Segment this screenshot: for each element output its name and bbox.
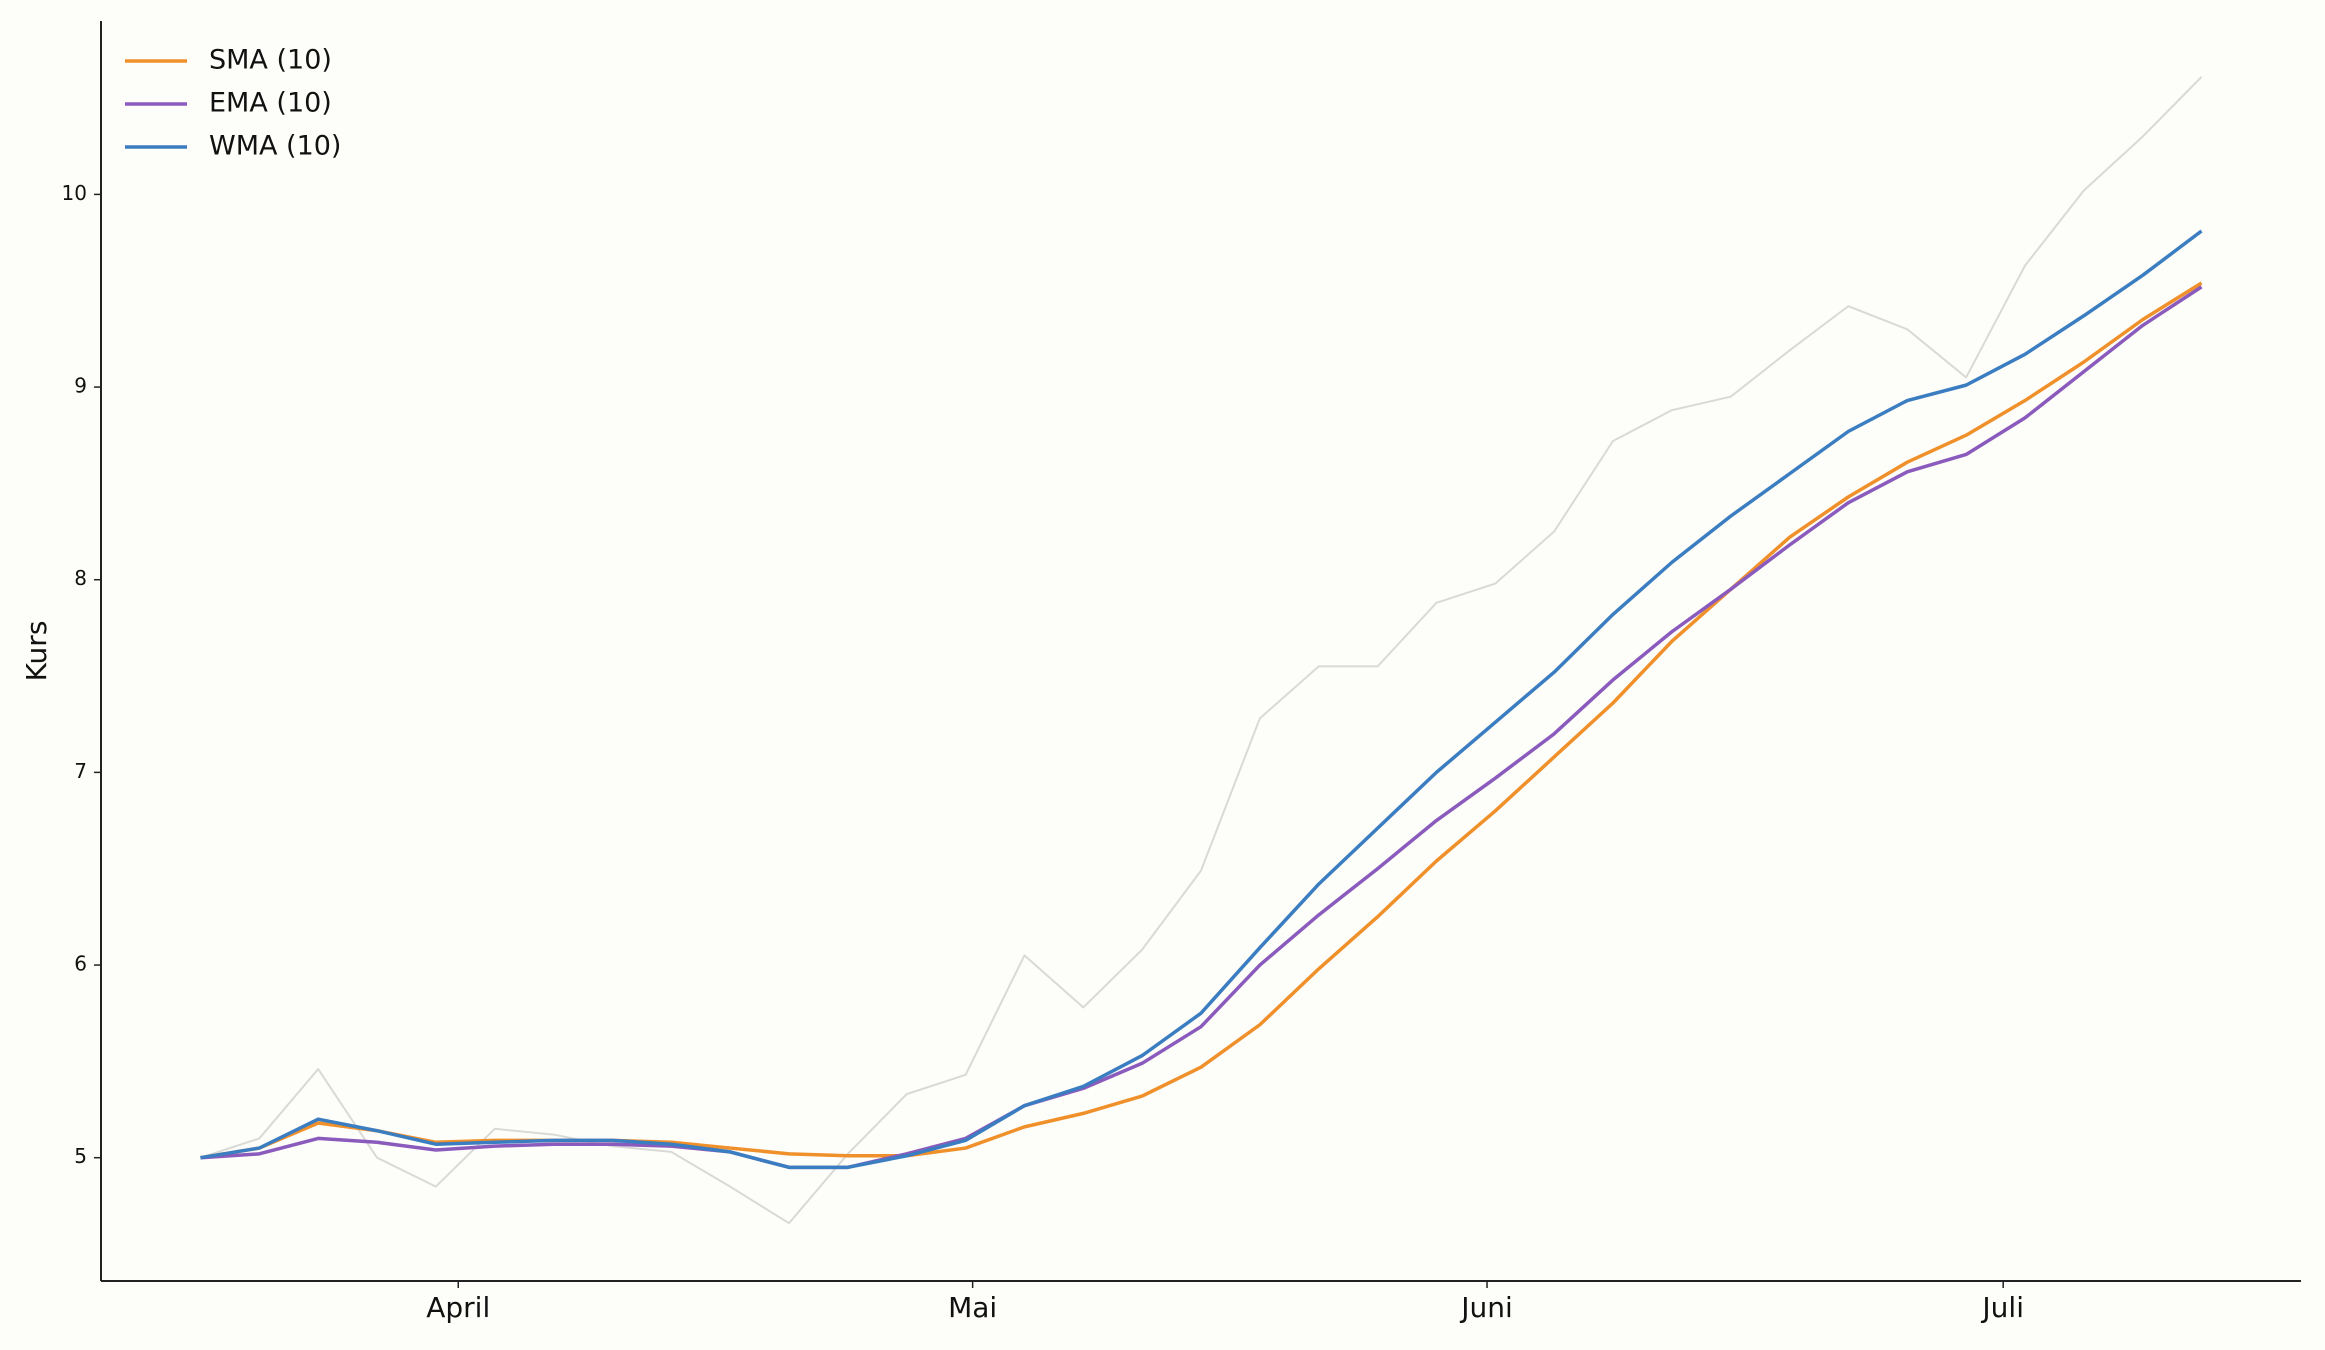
legend-label: SMA (10) — [209, 45, 332, 76]
x-tick-label: Juni — [1459, 1291, 1513, 1324]
y-tick-label: 10 — [62, 181, 87, 205]
legend-label: EMA (10) — [209, 88, 332, 119]
x-tick-label: Juli — [1980, 1291, 2024, 1324]
y-tick-label: 7 — [74, 759, 87, 783]
price-line — [200, 76, 2203, 1225]
series-line — [200, 229, 2203, 1170]
x-tick-label: April — [426, 1291, 490, 1324]
y-tick-label: 9 — [74, 374, 87, 398]
series-line — [200, 285, 2203, 1170]
y-tick-label: 6 — [74, 952, 87, 976]
x-tick-label: Mai — [948, 1291, 997, 1324]
y-axis-label: Kurs — [20, 621, 53, 682]
y-tick-label: 5 — [74, 1144, 87, 1168]
y-tick-label: 8 — [74, 566, 87, 590]
legend-label: WMA (10) — [209, 131, 341, 162]
